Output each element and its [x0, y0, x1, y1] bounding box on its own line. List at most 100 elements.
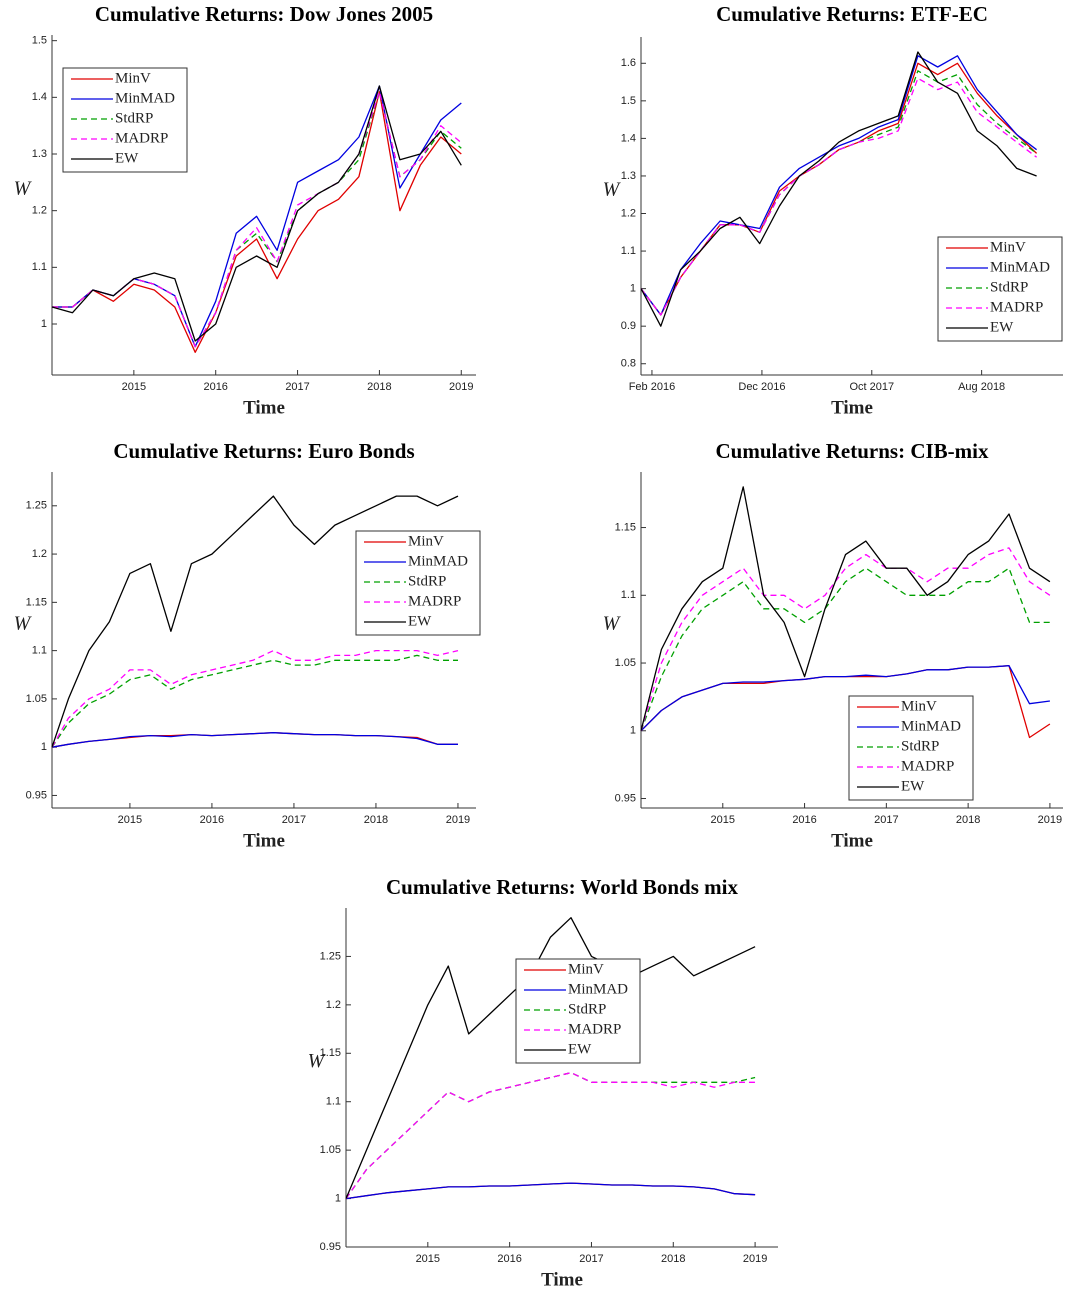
- legend-label: MinMAD: [115, 90, 175, 106]
- legend-box: [848, 695, 974, 801]
- x-tick-label: 2018: [956, 814, 980, 826]
- y-tick-label: 1.1: [621, 589, 636, 601]
- y-tick-label: 1.25: [320, 950, 341, 962]
- chart-title: Cumulative Returns: ETF-EC: [716, 2, 988, 26]
- x-tick-label: 2019: [1038, 814, 1062, 826]
- y-tick-label: 0.8: [621, 358, 636, 370]
- series-line: [345, 1072, 756, 1199]
- y-tick-label: 1: [41, 318, 47, 330]
- y-axis-label: W: [603, 613, 622, 635]
- y-tick-label: 1: [41, 741, 47, 753]
- chart-title: Cumulative Returns: World Bonds mix: [386, 875, 738, 899]
- y-tick-label: 0.95: [26, 789, 47, 801]
- x-tick-label: 2016: [203, 381, 227, 393]
- legend-label: MADRP: [408, 593, 461, 609]
- y-axis-label: W: [14, 613, 33, 635]
- series-line: [640, 62, 1038, 316]
- y-tick-label: 1.3: [32, 148, 47, 160]
- y-tick-label: 1.5: [621, 95, 636, 107]
- y-tick-label: 1: [335, 1192, 341, 1204]
- x-tick-label: 2015: [122, 381, 146, 393]
- chart-title: Cumulative Returns: CIB-mix: [716, 439, 989, 463]
- y-tick-label: 1.2: [621, 207, 636, 219]
- legend-box: [515, 958, 641, 1064]
- x-axis-label: Time: [831, 397, 873, 418]
- x-tick-label: Dec 2016: [738, 381, 785, 393]
- y-tick-label: 1.15: [615, 521, 636, 533]
- panel: Cumulative Returns: World Bonds mix Time W…: [308, 875, 778, 1290]
- x-axis-label: Time: [831, 830, 873, 851]
- panel: Cumulative Returns: Euro Bonds Time W 0.95 1…: [14, 439, 481, 851]
- series-line: [52, 91, 462, 353]
- y-tick-label: 1.2: [326, 999, 341, 1011]
- series-line: [640, 77, 1037, 316]
- legend-box: [355, 530, 481, 636]
- y-tick-label: 1.1: [32, 645, 47, 657]
- y-axis-label: W: [308, 1050, 327, 1072]
- x-tick-label: 2016: [792, 814, 816, 826]
- x-tick-label: 2018: [367, 381, 391, 393]
- series-line: [51, 495, 459, 748]
- legend-label: MADRP: [568, 1021, 621, 1037]
- y-tick-label: 1.1: [32, 261, 47, 273]
- x-tick-label: 2017: [282, 814, 306, 826]
- y-tick-label: 1.2: [32, 205, 47, 217]
- legend-label: MinV: [115, 70, 151, 86]
- legend-label: StdRP: [568, 1001, 606, 1017]
- x-tick-label: 2015: [711, 814, 735, 826]
- series-line: [640, 567, 1050, 732]
- x-axis-label: Time: [541, 1269, 583, 1290]
- y-tick-label: 1.25: [26, 500, 47, 512]
- legend-box: [62, 67, 188, 173]
- legend-label: EW: [115, 150, 139, 166]
- y-tick-label: 1.5: [32, 35, 47, 47]
- y-tick-label: 1.15: [26, 596, 47, 608]
- chart-title: Cumulative Returns: Euro Bonds: [113, 439, 414, 463]
- series-line: [640, 665, 1050, 732]
- series-line: [51, 649, 459, 748]
- legend-label: MinV: [990, 239, 1026, 255]
- series-line: [345, 1182, 756, 1200]
- legend-label: StdRP: [990, 279, 1028, 295]
- legend-label: StdRP: [115, 110, 153, 126]
- series-line: [52, 91, 462, 348]
- y-tick-label: 0.95: [320, 1241, 341, 1253]
- x-tick-label: 2017: [285, 381, 309, 393]
- legend-label: MinV: [408, 533, 444, 549]
- x-tick-label: 2017: [874, 814, 898, 826]
- panel: Cumulative Returns: ETF-EC Time W 0.8 0.9 1 1.…: [603, 2, 1063, 418]
- series-line: [51, 732, 458, 748]
- x-tick-label: Oct 2017: [849, 381, 894, 393]
- x-tick-label: 2018: [364, 814, 388, 826]
- legend-label: EW: [990, 319, 1014, 335]
- y-tick-label: 1.3: [621, 170, 636, 182]
- series-line: [640, 55, 1037, 316]
- y-tick-label: 1.2: [32, 548, 47, 560]
- y-axis-label: W: [603, 179, 622, 201]
- y-tick-label: 1.4: [32, 91, 47, 103]
- y-axis-label: W: [14, 178, 33, 200]
- x-tick-label: Feb 2016: [629, 381, 675, 393]
- y-tick-label: 1: [630, 725, 636, 737]
- y-tick-label: 1.05: [320, 1144, 341, 1156]
- legend-label: MinMAD: [901, 718, 961, 734]
- x-tick-label: 2019: [743, 1253, 767, 1265]
- y-tick-label: 1.1: [621, 245, 636, 257]
- x-tick-label: 2019: [449, 381, 473, 393]
- legend-label: StdRP: [901, 738, 939, 754]
- legend-label: EW: [901, 778, 925, 794]
- y-tick-label: 0.95: [615, 792, 636, 804]
- x-tick-label: 2015: [416, 1253, 440, 1265]
- series-line: [345, 917, 756, 1199]
- series-line: [640, 51, 1037, 327]
- series-line: [345, 1072, 756, 1199]
- x-tick-label: 2016: [497, 1253, 521, 1265]
- x-tick-label: 2019: [446, 814, 470, 826]
- x-tick-label: 2016: [200, 814, 224, 826]
- legend-label: MinMAD: [990, 259, 1050, 275]
- legend-label: MinV: [901, 698, 937, 714]
- chart-title: Cumulative Returns: Dow Jones 2005: [95, 2, 433, 26]
- series-line: [51, 732, 458, 748]
- y-tick-label: 1: [630, 283, 636, 295]
